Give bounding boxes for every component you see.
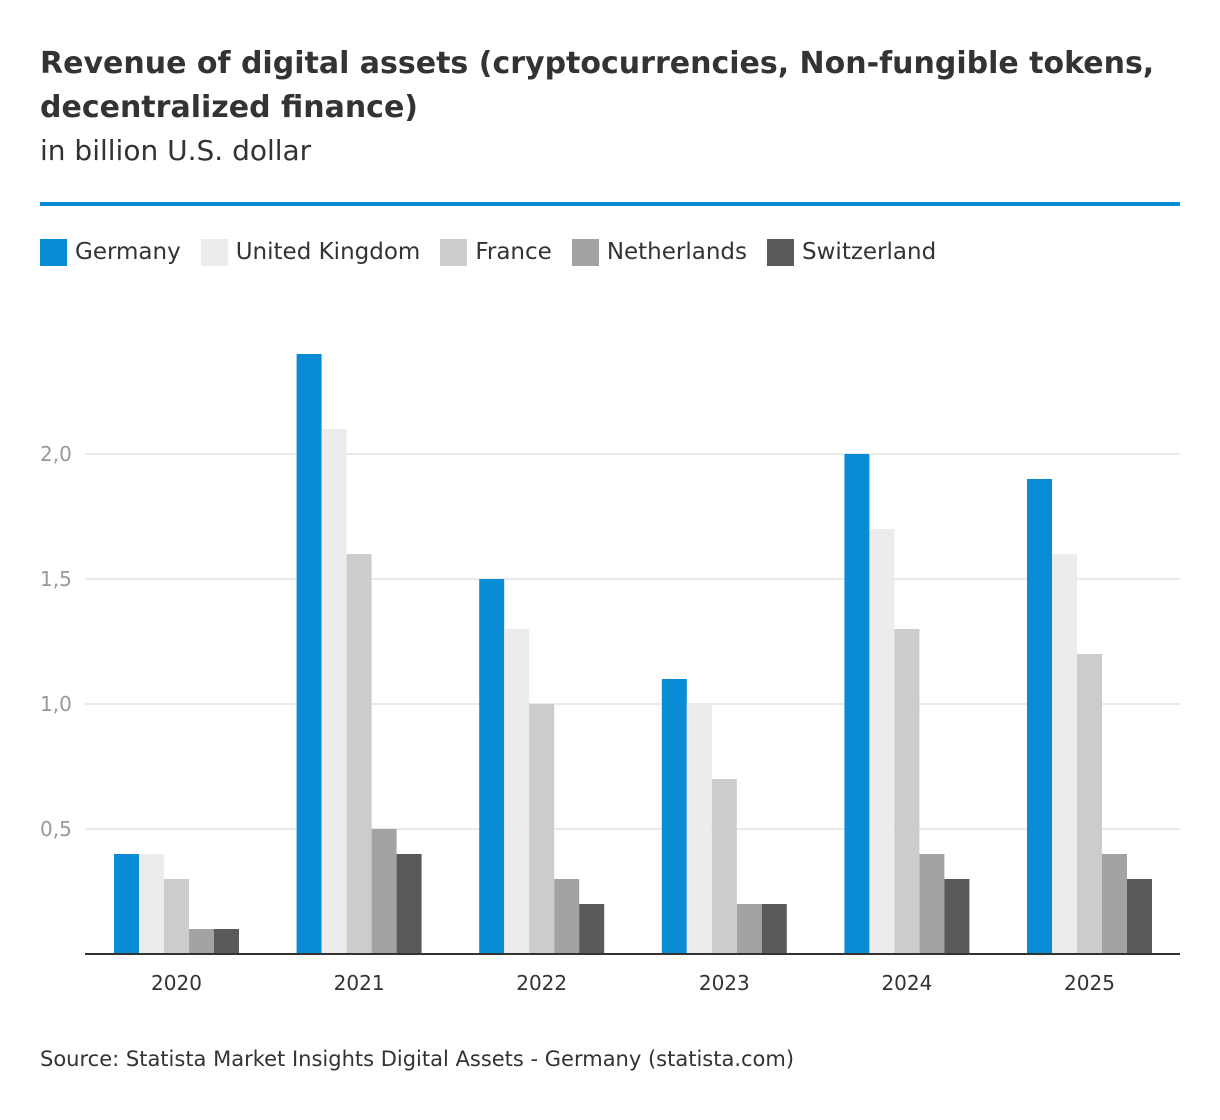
y-tick-label: 2,0 [40, 442, 72, 466]
bar [579, 904, 605, 954]
bar [139, 854, 164, 954]
bar [661, 679, 687, 954]
bar [761, 904, 787, 954]
legend-label: Netherlands [606, 239, 748, 265]
legend-swatch [440, 238, 468, 266]
bar [919, 854, 945, 954]
chart-title: Revenue of digital assets (cryptocurrenc… [40, 46, 1155, 125]
source-note: Source: Statista Market Insights Digital… [40, 1047, 795, 1071]
bar [214, 929, 239, 954]
y-tick-label: 0,5 [40, 817, 72, 841]
bar [1027, 479, 1052, 954]
legend-label: France [475, 239, 552, 265]
bar [479, 579, 505, 954]
bar [1102, 854, 1127, 954]
x-tick-label: 2024 [881, 971, 932, 995]
legend-item-netherlands[interactable]: Netherlands [571, 238, 748, 266]
legend-swatch [767, 238, 795, 266]
legend-label: United Kingdom [235, 239, 421, 265]
bar [686, 704, 712, 954]
bar [529, 704, 555, 954]
x-tick-label: 2022 [516, 971, 567, 995]
bar [189, 929, 214, 954]
bar [164, 879, 189, 954]
bar [736, 904, 762, 954]
bar [894, 629, 920, 954]
bar [114, 854, 139, 954]
bar [844, 454, 870, 954]
chart-subtitle: in billion U.S. dollar [40, 134, 312, 167]
y-tick-label: 1,0 [40, 692, 72, 716]
x-tick-label: 2025 [1064, 971, 1115, 995]
bar [296, 354, 322, 954]
bar [869, 529, 895, 954]
bar [396, 854, 422, 954]
legend-swatch [200, 238, 228, 266]
bar [346, 554, 372, 954]
bar [554, 879, 580, 954]
y-tick-label: 1,5 [40, 567, 72, 591]
bar [1077, 654, 1102, 954]
bar [1052, 554, 1077, 954]
legend-swatch [571, 238, 599, 266]
legend-label: Germany [75, 239, 181, 265]
legend-swatch [40, 238, 67, 266]
legend-item-united-kingdom[interactable]: United Kingdom [200, 238, 421, 266]
legend-label: Switzerland [802, 239, 937, 265]
legend-item-switzerland[interactable]: Switzerland [767, 238, 937, 266]
bar [944, 879, 970, 954]
bar [1127, 879, 1152, 954]
bar [504, 629, 530, 954]
bar [371, 829, 397, 954]
bar [711, 779, 737, 954]
legend-item-france[interactable]: France [440, 238, 552, 266]
legend-item-germany[interactable]: Germany [40, 238, 181, 266]
x-tick-label: 2021 [334, 971, 385, 995]
x-tick-label: 2023 [699, 971, 750, 995]
legend: Germany United Kingdom France Netherland… [40, 234, 956, 270]
title-divider [40, 202, 1180, 206]
x-tick-label: 2020 [151, 971, 202, 995]
bar [321, 429, 347, 954]
